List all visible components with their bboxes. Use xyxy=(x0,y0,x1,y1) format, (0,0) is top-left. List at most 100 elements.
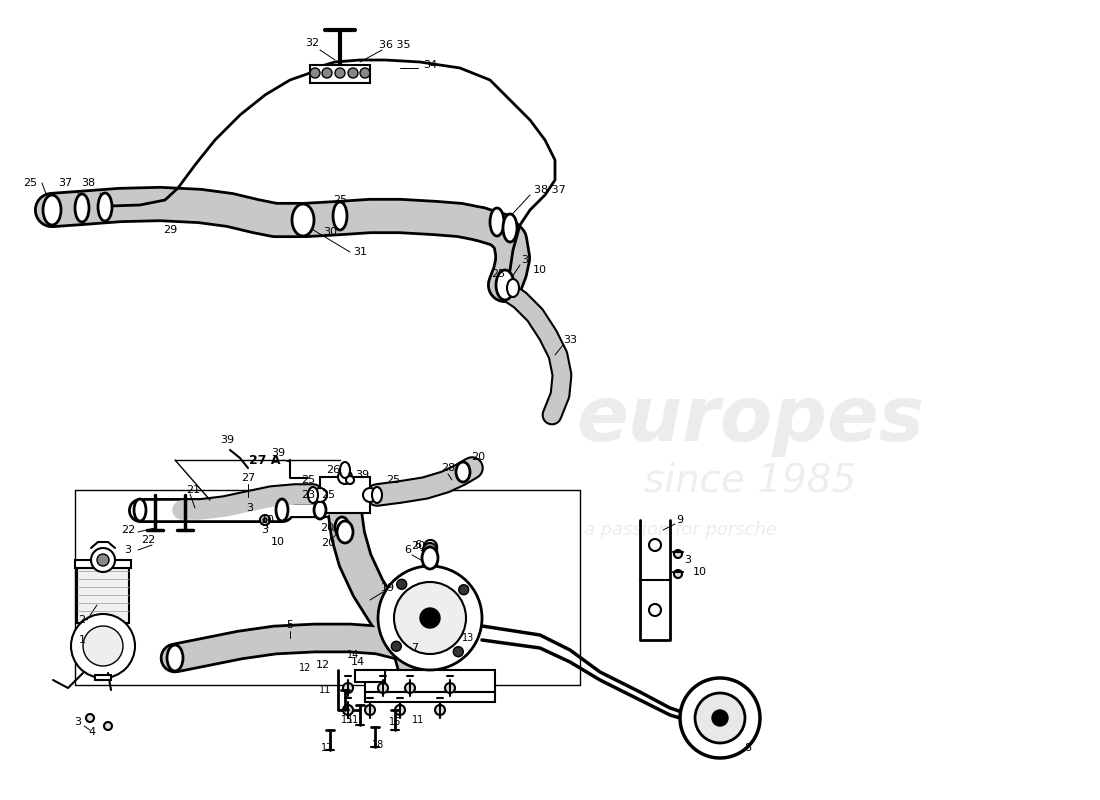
Circle shape xyxy=(453,646,463,657)
Text: 22: 22 xyxy=(121,525,135,535)
Text: 10: 10 xyxy=(534,265,547,275)
Circle shape xyxy=(338,470,352,484)
Circle shape xyxy=(434,705,446,715)
Text: 1: 1 xyxy=(78,635,86,645)
Circle shape xyxy=(405,683,415,693)
Text: 23: 23 xyxy=(301,490,315,500)
Text: 22: 22 xyxy=(141,535,155,545)
Bar xyxy=(320,477,370,513)
Ellipse shape xyxy=(308,487,318,503)
Circle shape xyxy=(674,570,682,578)
Text: 2: 2 xyxy=(78,615,86,625)
Text: 11: 11 xyxy=(346,715,359,725)
Ellipse shape xyxy=(490,208,504,236)
Text: 29: 29 xyxy=(163,225,177,235)
Text: 20: 20 xyxy=(320,523,334,533)
Text: 36 35: 36 35 xyxy=(379,40,410,50)
Text: 20: 20 xyxy=(411,541,425,551)
Ellipse shape xyxy=(98,193,112,221)
Text: 10: 10 xyxy=(271,537,285,547)
Circle shape xyxy=(72,614,135,678)
Circle shape xyxy=(649,539,661,551)
Text: 25: 25 xyxy=(23,178,37,188)
Circle shape xyxy=(695,693,745,743)
Circle shape xyxy=(446,683,455,693)
Bar xyxy=(95,675,111,680)
Text: 30: 30 xyxy=(323,227,337,237)
Circle shape xyxy=(459,585,469,594)
Ellipse shape xyxy=(276,499,288,521)
Circle shape xyxy=(680,678,760,758)
Bar xyxy=(365,692,495,702)
Text: 17: 17 xyxy=(321,743,333,753)
Circle shape xyxy=(260,515,270,525)
Circle shape xyxy=(649,604,661,616)
Ellipse shape xyxy=(336,517,349,537)
Text: 15: 15 xyxy=(341,715,353,725)
Circle shape xyxy=(82,626,123,666)
Circle shape xyxy=(346,476,354,484)
Ellipse shape xyxy=(75,194,89,222)
Text: 21: 21 xyxy=(186,485,200,495)
Circle shape xyxy=(395,705,405,715)
Text: 11: 11 xyxy=(411,715,425,725)
Text: 26: 26 xyxy=(326,465,340,475)
Circle shape xyxy=(363,488,377,502)
Bar xyxy=(75,560,131,568)
Ellipse shape xyxy=(337,521,353,543)
Circle shape xyxy=(86,714,94,722)
Circle shape xyxy=(104,722,112,730)
Circle shape xyxy=(378,566,482,670)
Circle shape xyxy=(712,710,728,726)
Circle shape xyxy=(424,543,437,557)
Ellipse shape xyxy=(134,499,146,521)
Text: 37: 37 xyxy=(58,178,73,188)
Text: 25: 25 xyxy=(491,269,505,279)
Text: 14: 14 xyxy=(346,650,359,660)
Ellipse shape xyxy=(333,202,346,230)
Text: 3: 3 xyxy=(684,555,692,565)
Text: 16: 16 xyxy=(389,717,402,727)
Ellipse shape xyxy=(456,462,470,482)
Bar xyxy=(365,670,495,692)
Text: 33: 33 xyxy=(563,335,578,345)
Text: 18: 18 xyxy=(372,740,384,750)
Circle shape xyxy=(310,68,320,78)
Circle shape xyxy=(378,683,388,693)
Text: 25: 25 xyxy=(301,475,315,485)
Bar xyxy=(355,670,385,682)
Text: 9: 9 xyxy=(676,515,683,525)
Text: 10: 10 xyxy=(261,515,275,525)
Ellipse shape xyxy=(372,487,382,503)
Text: 39: 39 xyxy=(271,448,285,458)
Ellipse shape xyxy=(422,547,438,569)
Circle shape xyxy=(263,518,267,522)
Text: 3: 3 xyxy=(75,717,81,727)
Circle shape xyxy=(91,548,116,572)
Text: 14: 14 xyxy=(351,657,365,667)
Circle shape xyxy=(343,705,353,715)
Text: 6: 6 xyxy=(415,540,421,550)
Text: 25: 25 xyxy=(386,475,400,485)
Text: 28: 28 xyxy=(441,463,455,473)
Circle shape xyxy=(336,68,345,78)
Ellipse shape xyxy=(292,204,313,236)
Bar xyxy=(77,563,129,623)
Ellipse shape xyxy=(314,501,326,519)
Text: 3: 3 xyxy=(246,503,253,513)
Circle shape xyxy=(343,683,353,693)
Ellipse shape xyxy=(503,214,517,242)
Circle shape xyxy=(360,68,370,78)
Text: 32: 32 xyxy=(305,38,319,48)
Text: 6: 6 xyxy=(405,545,411,555)
Bar xyxy=(310,65,370,83)
Circle shape xyxy=(397,579,407,590)
Text: 20: 20 xyxy=(471,452,485,462)
Text: 39: 39 xyxy=(220,435,234,445)
Text: 7: 7 xyxy=(411,643,419,653)
Text: 25: 25 xyxy=(333,195,348,205)
Ellipse shape xyxy=(340,462,350,478)
Circle shape xyxy=(420,608,440,628)
Text: 8: 8 xyxy=(745,743,751,753)
Text: 38: 38 xyxy=(81,178,95,188)
